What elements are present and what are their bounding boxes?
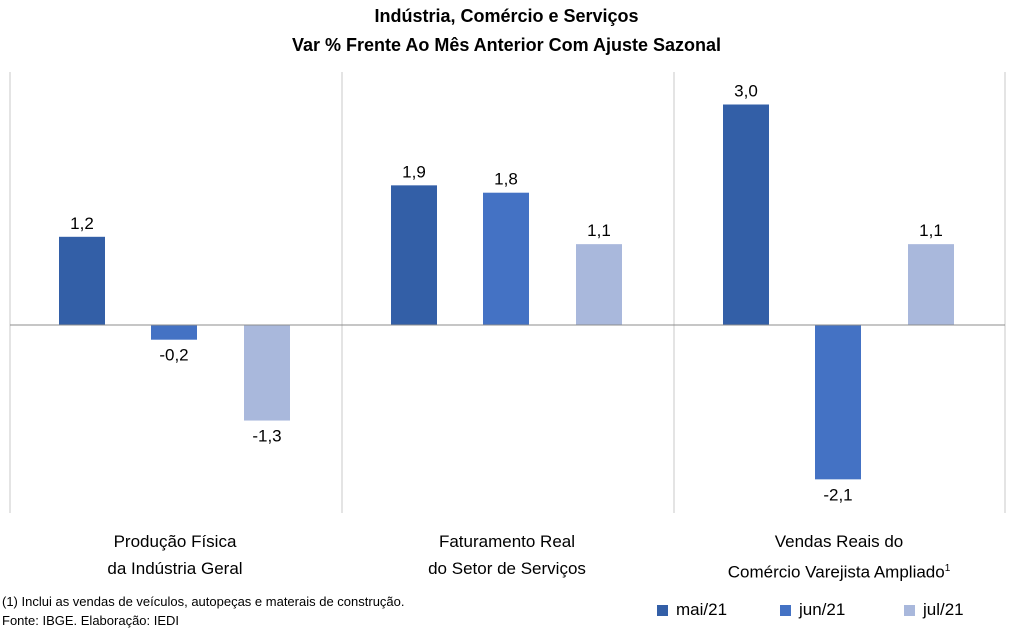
category-label-line2: Comércio Varejista Ampliado1 <box>727 562 951 582</box>
footnote-marker: 1 <box>944 563 951 574</box>
data-label: -2,1 <box>823 485 852 504</box>
category-label-comercio: Vendas Reais do Comércio Varejista Ampli… <box>674 528 1004 586</box>
bar-jul/21-0 <box>244 325 290 421</box>
category-label-line1: Vendas Reais do <box>774 532 904 551</box>
chart-title: Indústria, Comércio e Serviços <box>374 6 639 26</box>
legend-swatch <box>904 604 915 616</box>
legend-label: jul/21 <box>923 600 964 619</box>
category-label-line2: do Setor de Serviços <box>428 559 586 578</box>
category-label-line1: Faturamento Real <box>438 532 576 551</box>
bar-mai/21-1 <box>391 185 437 325</box>
legend-label: jun/21 <box>799 600 846 619</box>
data-label: 1,2 <box>70 214 94 233</box>
data-label: 1,9 <box>402 162 426 181</box>
legend-swatch <box>780 604 791 616</box>
data-label: -1,3 <box>252 427 281 446</box>
category-label-servicos: Faturamento Real do Setor de Serviços <box>342 528 672 582</box>
chart-subtitle: Var % Frente Ao Mês Anterior Com Ajuste … <box>291 35 722 55</box>
source-note: Fonte: IBGE. Elaboração: IEDI <box>2 613 180 628</box>
bar-jul/21-2 <box>908 244 954 325</box>
bar-jun/21-0 <box>151 325 197 340</box>
bar-jul/21-1 <box>576 244 622 325</box>
legend-item-jul: jul/21 <box>904 600 964 620</box>
category-label-industria: Produção Física da Indústria Geral <box>10 528 340 582</box>
legend-item-mai: mai/21 <box>657 600 727 620</box>
legend-swatch <box>657 604 668 616</box>
legend-label: mai/21 <box>676 600 728 619</box>
legend-item-jun: jun/21 <box>780 600 845 620</box>
data-label: 1,8 <box>494 170 518 189</box>
bar-chart: 1,2 1,9 3,0 -0,2 1,8 -2,1 -1,3 1,1 1,1 <box>9 72 1006 513</box>
data-label: 3,0 <box>734 82 758 101</box>
data-label: 1,1 <box>919 221 943 240</box>
data-label: -0,2 <box>159 346 188 365</box>
bar-jun/21-2 <box>815 325 861 480</box>
bar-mai/21-0 <box>59 236 105 325</box>
footnote: (1) Inclui as vendas de veículos, autope… <box>2 594 405 609</box>
category-label-line1: Produção Física <box>113 532 237 551</box>
bar-mai/21-2 <box>723 104 769 325</box>
data-label: 1,1 <box>587 221 611 240</box>
bar-jun/21-1 <box>483 192 529 325</box>
category-label-line2: da Indústria Geral <box>107 559 243 578</box>
